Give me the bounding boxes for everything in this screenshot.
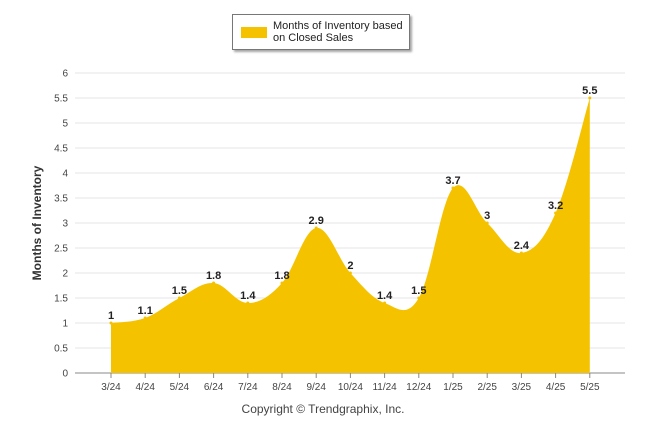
data-label: 1.4 (240, 290, 256, 302)
y-tick-label: 1 (62, 319, 68, 330)
y-tick-label: 1.5 (54, 294, 68, 305)
data-label: 1.5 (172, 285, 187, 297)
x-tick-label: 1/25 (443, 382, 463, 393)
data-label: 1.5 (411, 285, 426, 297)
x-tick-label: 12/24 (406, 382, 431, 393)
data-point (348, 271, 352, 275)
data-point (519, 251, 523, 255)
x-tick-label: 10/24 (338, 382, 363, 393)
data-label: 1.8 (274, 270, 289, 282)
data-point (314, 226, 318, 230)
x-tick-label: 5/25 (580, 382, 600, 393)
x-tick-label: 7/24 (238, 382, 258, 393)
y-tick-label: 6 (62, 69, 68, 80)
y-tick-label: 4.5 (54, 144, 68, 155)
data-label: 1.4 (377, 290, 393, 302)
data-point (554, 211, 558, 215)
data-point (246, 301, 250, 305)
x-tick-label: 2/25 (477, 382, 497, 393)
x-tick-label: 3/25 (512, 382, 532, 393)
data-label: 2.9 (309, 215, 324, 227)
x-tick-label: 4/24 (135, 382, 155, 393)
data-label: 3.7 (445, 175, 460, 187)
data-label: 2 (347, 260, 353, 272)
data-point (451, 186, 455, 190)
legend-label: Months of Inventory based on Closed Sale… (273, 20, 403, 44)
x-tick-label: 3/24 (101, 382, 121, 393)
x-tick-label: 4/25 (546, 382, 566, 393)
x-tick-label: 8/24 (272, 382, 292, 393)
legend: Months of Inventory based on Closed Sale… (232, 14, 410, 50)
data-point (383, 301, 387, 305)
y-tick-label: 3.5 (54, 194, 68, 205)
y-tick-label: 0 (62, 369, 68, 380)
data-point (485, 221, 489, 225)
x-tick-label: 11/24 (372, 382, 397, 393)
legend-swatch (241, 26, 267, 38)
y-tick-label: 5.5 (54, 94, 68, 105)
data-point (109, 321, 113, 325)
data-label: 1.1 (138, 305, 153, 317)
y-tick-label: 0.5 (54, 344, 68, 355)
data-point (588, 96, 592, 100)
x-tick-label: 6/24 (204, 382, 224, 393)
y-tick-label: 3 (62, 219, 68, 230)
data-point (212, 281, 216, 285)
data-label: 3 (484, 210, 490, 222)
data-point (177, 296, 181, 300)
data-label: 1.8 (206, 270, 221, 282)
data-label: 1 (108, 310, 114, 322)
copyright-text: Copyright © Trendgraphix, Inc. (241, 402, 405, 416)
y-tick-label: 4 (62, 169, 68, 180)
y-tick-label: 2 (62, 269, 68, 280)
y-axis-title: Months of Inventory (30, 165, 44, 280)
data-label: 3.2 (548, 200, 563, 212)
data-point (280, 281, 284, 285)
x-tick-label: 9/24 (306, 382, 326, 393)
data-label: 5.5 (582, 85, 597, 97)
y-tick-label: 2.5 (54, 244, 68, 255)
data-point (143, 316, 147, 320)
x-tick-label: 5/24 (170, 382, 190, 393)
data-label: 2.4 (514, 240, 530, 252)
data-point (417, 296, 421, 300)
y-tick-label: 5 (62, 119, 68, 130)
series-area (111, 98, 590, 373)
